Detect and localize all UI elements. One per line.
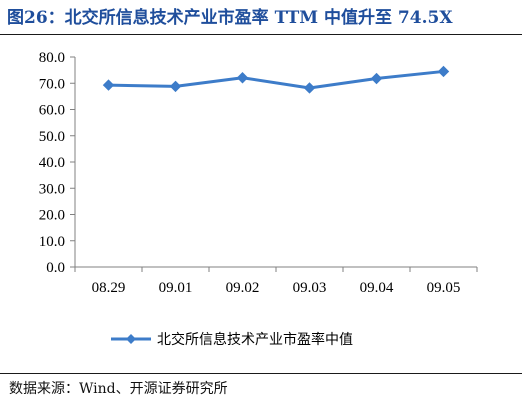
y-tick-label: 30.0 <box>39 181 65 197</box>
data-point-marker <box>236 72 249 84</box>
series-line <box>108 69 444 90</box>
chart-title: 图26：北交所信息技术产业市盈率 TTM 中值升至 74.5X <box>7 8 453 28</box>
x-axis: 08.29 09.01 09.02 09.03 09.04 09.05 <box>74 266 478 296</box>
data-point-marker <box>169 80 182 93</box>
y-tick-label: 60.0 <box>39 103 65 119</box>
footer-divider <box>0 373 522 374</box>
y-axis: 0.0 10.0 20.0 30.0 40.0 50.0 60.0 70.0 80.0 <box>39 50 76 276</box>
y-tick-label: 10.0 <box>39 234 65 250</box>
legend-marker-swatch <box>126 334 136 344</box>
x-tick-label: 09.04 <box>360 280 394 296</box>
data-source-note: 数据来源：Wind、开源证券研究所 <box>9 381 228 397</box>
line-chart: 0.0 10.0 20.0 30.0 40.0 50.0 60.0 70.0 80.0 08.2… <box>39 50 478 348</box>
y-tick-label: 0.0 <box>46 260 65 276</box>
x-tick-label: 09.05 <box>427 280 461 296</box>
title-divider <box>0 34 522 35</box>
y-tick-label: 80.0 <box>39 50 65 66</box>
series-plot <box>102 65 450 94</box>
x-tick-label: 09.01 <box>159 280 193 296</box>
data-point-marker <box>437 65 450 78</box>
legend: 北交所信息技术产业市盈率中值 <box>111 331 353 348</box>
x-tick-label: 09.02 <box>226 280 260 296</box>
legend-label: 北交所信息技术产业市盈率中值 <box>157 331 353 348</box>
x-tick-label: 08.29 <box>92 280 126 296</box>
data-point-marker <box>303 82 316 94</box>
y-tick-label: 70.0 <box>39 76 65 92</box>
y-tick-label: 40.0 <box>39 155 65 171</box>
y-tick-label: 20.0 <box>39 208 65 224</box>
data-point-marker <box>102 79 115 91</box>
data-point-marker <box>370 72 383 85</box>
x-tick-label: 09.03 <box>293 280 327 296</box>
y-tick-label: 50.0 <box>39 129 65 145</box>
